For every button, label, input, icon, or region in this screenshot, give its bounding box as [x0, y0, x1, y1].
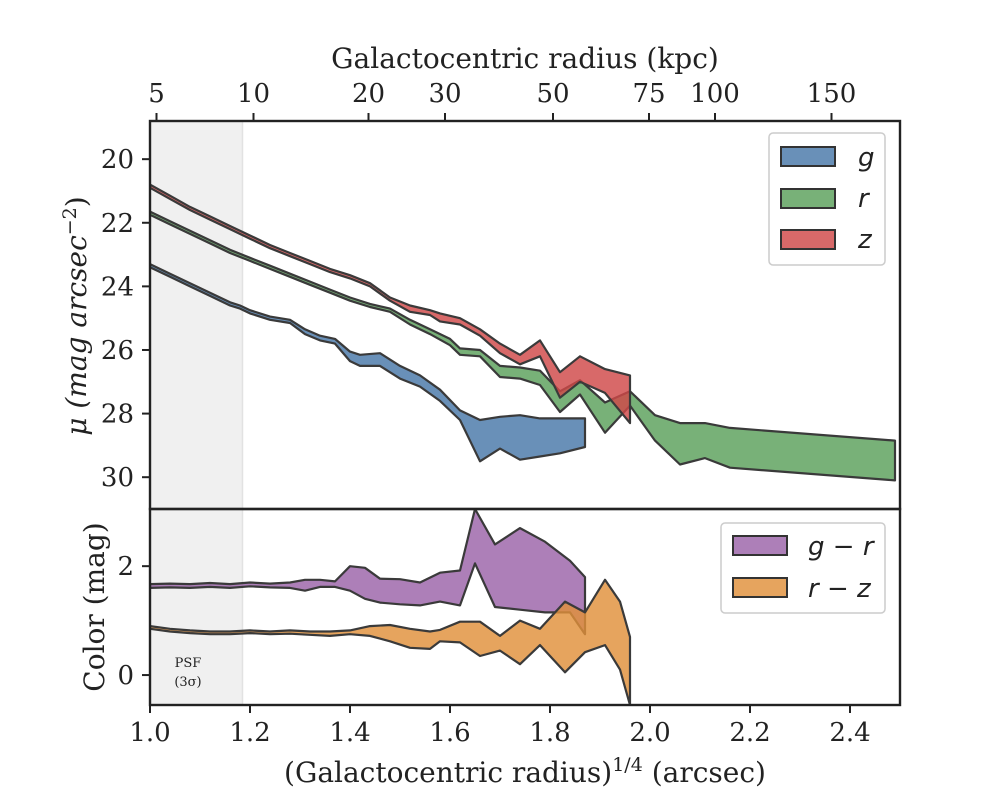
- bottom-x-tick-label: 1.4: [329, 718, 370, 748]
- surface-brightness-band-1: [150, 210, 897, 482]
- surface-brightness-band-0: [150, 263, 587, 463]
- top-axis-tick-label: 30: [428, 79, 461, 109]
- bottom-x-tick-label: 2.2: [729, 718, 770, 748]
- legend-patch-r-minus-z: [732, 577, 788, 598]
- top-axis-tick-label: 10: [237, 79, 270, 109]
- legend-label-r: r: [858, 184, 871, 214]
- legend-patch-r: [780, 188, 836, 209]
- surface-brightness-band-2: [150, 183, 632, 425]
- top-y-tick-label: 30: [101, 463, 134, 493]
- top-axis-tick-label: 20: [352, 79, 385, 109]
- bottom-x-tick-label: 1.6: [429, 718, 470, 748]
- x-label-main: (Galactocentric radius): [284, 756, 612, 789]
- psf-shaded-region: [150, 121, 243, 705]
- y-label-tail: ): [60, 196, 93, 207]
- top-axis-tick-label: 150: [807, 79, 857, 109]
- y-label-sup: −2: [59, 207, 81, 235]
- top-y-tick-label: 24: [101, 272, 134, 302]
- legend-patch-g-minus-r: [732, 535, 788, 556]
- bottom-x-tick-label: 1.8: [529, 718, 570, 748]
- bottom-x-tick-label: 2.4: [829, 718, 870, 748]
- psf-annotation-line1: PSF: [175, 656, 202, 671]
- bottom-x-tick-label: 1.0: [129, 718, 170, 748]
- x-label-sup: 1/4: [612, 754, 643, 776]
- top-y-tick-label: 22: [101, 209, 134, 239]
- top-legend: g r z: [768, 132, 886, 266]
- bottom-y-tick-label: 0: [117, 661, 134, 691]
- top-y-tick-label: 26: [101, 336, 134, 366]
- legend-patch-z: [780, 229, 836, 250]
- top-y-tick-label: 20: [101, 145, 134, 175]
- top-axis-tick-label: 5: [148, 79, 165, 109]
- bottom-y-axis-label: Color (mag): [78, 522, 111, 691]
- psf-annotation-line2: (3σ): [174, 675, 201, 690]
- top-axis-tick-label: 50: [536, 79, 569, 109]
- bottom-panel-frame: [148, 507, 902, 707]
- bottom-x-tick-label: 1.2: [229, 718, 270, 748]
- color-band-1: [150, 578, 632, 705]
- x-label-tail: (arcsec): [643, 756, 766, 789]
- bottom-legend: g − r r − z: [720, 522, 886, 614]
- top-y-tick-label: 28: [101, 400, 134, 430]
- y-label-main: μ (mag arcsec: [60, 235, 93, 436]
- top-axis-tick-label: 100: [690, 79, 740, 109]
- top-axis-label: Galactocentric radius (kpc): [331, 42, 719, 75]
- top-axis-tick-label: 75: [632, 79, 665, 109]
- legend-label-r-minus-z: r − z: [808, 574, 872, 604]
- legend-label-z: z: [857, 225, 873, 255]
- legend-label-g: g: [858, 143, 875, 173]
- top-y-axis-label: μ (mag arcsec−2): [59, 196, 93, 435]
- bottom-x-axis-label: (Galactocentric radius)1/4 (arcsec): [284, 754, 766, 789]
- bottom-y-tick-label: 2: [117, 552, 134, 582]
- legend-label-g-minus-r: g − r: [808, 532, 876, 562]
- bottom-x-tick-label: 2.0: [629, 718, 670, 748]
- legend-patch-g: [780, 146, 836, 167]
